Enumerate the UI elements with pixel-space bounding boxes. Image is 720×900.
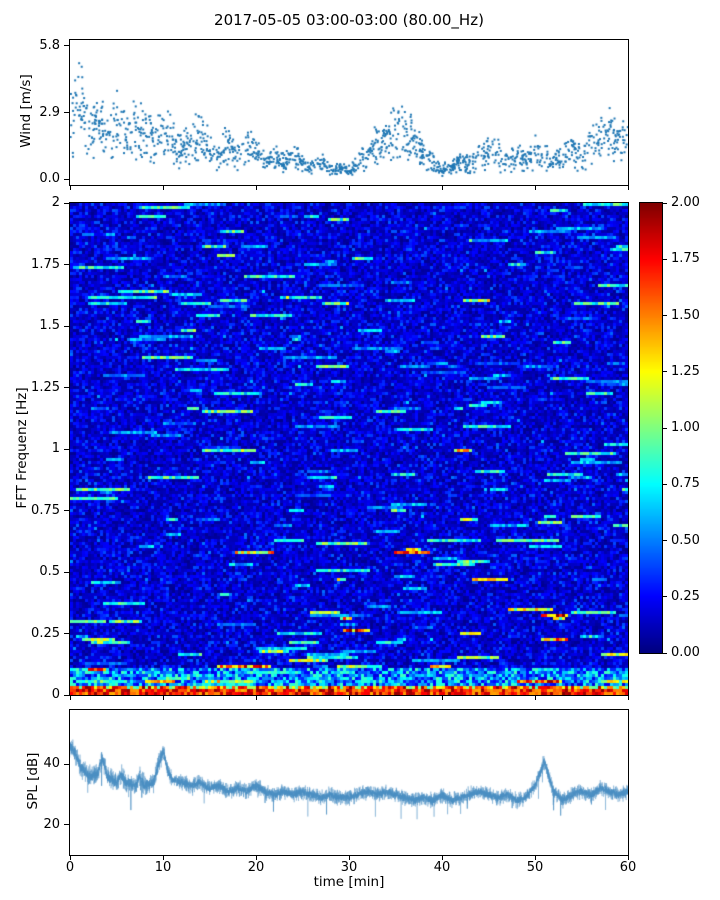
y-tick-label: 1.5 [39, 318, 60, 333]
tick-mark [64, 824, 69, 826]
tick-mark [69, 186, 71, 190]
tick-mark [663, 483, 667, 485]
tick-mark [534, 186, 536, 190]
colorbar-tick-label: 1.75 [671, 251, 700, 267]
colorbar [639, 202, 663, 654]
colorbar-tick-label: 2.00 [671, 195, 700, 210]
tick-mark [534, 696, 536, 700]
spectrogram-canvas [70, 203, 628, 695]
tick-mark [64, 633, 69, 634]
tick-mark [441, 696, 443, 700]
wind-scatter-canvas [70, 40, 628, 185]
tick-mark [69, 696, 71, 700]
x-tick-label: 60 [619, 860, 637, 875]
colorbar-canvas [640, 203, 662, 653]
x-axis-label: time [min] [313, 874, 385, 890]
tick-mark [627, 856, 629, 860]
tick-mark [64, 178, 69, 180]
y-tick-label: 2 [51, 195, 60, 210]
wind-scatter-plot [69, 39, 629, 186]
x-tick-label: 20 [247, 860, 265, 875]
tick-mark [64, 448, 69, 450]
tick-mark [348, 186, 350, 190]
x-tick-label: 50 [526, 860, 544, 875]
y-tick-label: 40 [43, 756, 60, 772]
tick-mark [64, 694, 69, 696]
y-tick-label: 20 [43, 816, 60, 832]
y-tick-label: 1 [51, 441, 60, 456]
tick-mark [64, 763, 69, 765]
colorbar-tick-label: 1.50 [671, 307, 700, 323]
tick-mark [663, 427, 667, 429]
x-tick-label: 0 [65, 860, 75, 875]
tick-mark [348, 696, 350, 700]
tick-mark [663, 315, 667, 316]
tick-mark [162, 186, 164, 190]
tick-mark [64, 45, 69, 47]
tick-mark [255, 186, 257, 190]
tick-mark [69, 856, 71, 860]
tick-mark [162, 696, 164, 700]
y-tick-label: 1.25 [31, 379, 60, 395]
tick-mark [348, 856, 350, 860]
x-tick-label: 40 [433, 860, 451, 875]
y-tick-label: 0.5 [39, 564, 60, 579]
tick-mark [441, 856, 443, 860]
y-tick-label: 5.8 [39, 37, 60, 53]
colorbar-tick-label: 0.25 [671, 588, 700, 604]
y-tick-label: 2.9 [39, 104, 60, 120]
tick-mark [162, 856, 164, 860]
x-tick-label: 10 [154, 860, 172, 875]
y-tick-label: 0 [51, 687, 60, 702]
plot-title: 2017-05-05 03:00-03:00 (80.00_Hz) [214, 11, 484, 29]
tick-mark [64, 387, 69, 388]
tick-mark [627, 696, 629, 700]
tick-mark [64, 325, 69, 327]
tick-mark [663, 202, 667, 204]
y-tick-label: 0.75 [31, 502, 60, 518]
tick-mark [64, 202, 69, 204]
tick-mark [255, 856, 257, 860]
tick-mark [64, 264, 69, 265]
y-tick-label: 0.0 [39, 171, 60, 187]
tick-mark [663, 652, 667, 654]
spl-y-axis-label: SPL [dB] [25, 752, 41, 810]
tick-mark [255, 696, 257, 700]
spl-line-canvas [70, 710, 628, 855]
colorbar-tick-label: 1.00 [671, 420, 700, 435]
colorbar-tick-label: 1.25 [671, 363, 700, 379]
tick-mark [663, 540, 667, 541]
tick-mark [663, 258, 667, 260]
tick-mark [441, 186, 443, 190]
colorbar-tick-label: 0.50 [671, 532, 700, 548]
tick-mark [64, 571, 69, 573]
x-tick-label: 30 [340, 860, 358, 875]
tick-mark [663, 371, 667, 373]
colorbar-tick-label: 0.75 [671, 476, 700, 492]
y-tick-label: 0.25 [31, 625, 60, 641]
tick-mark [64, 510, 69, 511]
y-tick-label: 1.75 [31, 256, 60, 272]
tick-mark [534, 856, 536, 860]
tick-mark [64, 112, 69, 113]
tick-mark [627, 186, 629, 190]
tick-mark [663, 596, 667, 598]
spl-line-plot [69, 709, 629, 856]
colorbar-tick-label: 0.00 [671, 645, 700, 660]
spectrogram-plot [69, 202, 629, 696]
